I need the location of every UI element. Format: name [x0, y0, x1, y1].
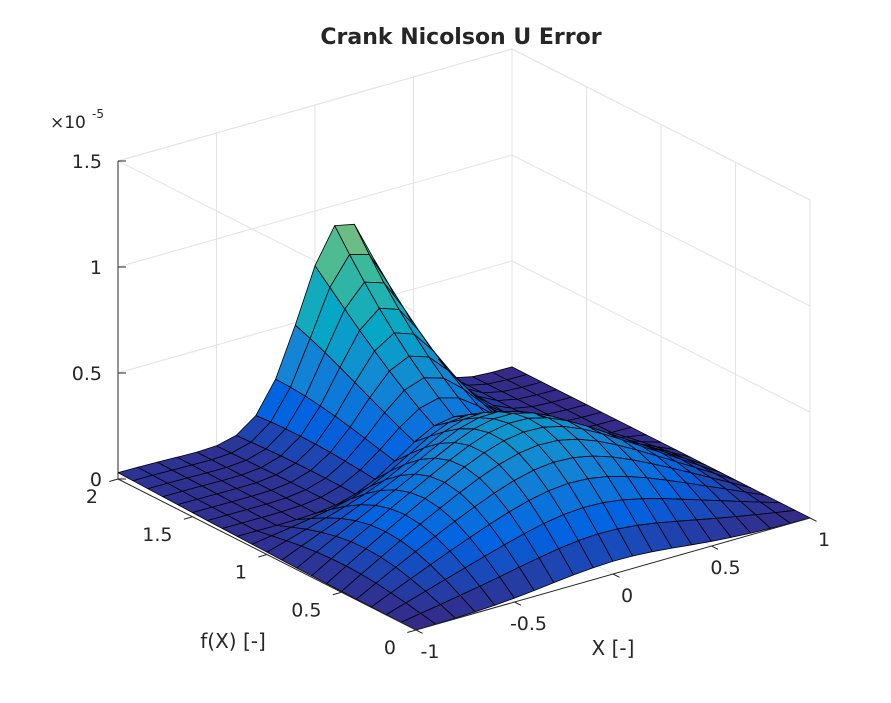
grid-line-z — [117, 260, 811, 413]
y-axis-label: f(X) [-] — [200, 629, 266, 653]
label-layer: Crank Nicolson U Error X [-] f(X) [-] ×1… — [50, 25, 634, 660]
y-tick-label: 0 — [384, 637, 396, 659]
x-tick-mark — [809, 517, 817, 522]
x-tick-label: 1 — [818, 529, 830, 551]
y-tick-mark — [332, 591, 342, 596]
z-tick-label: 0 — [90, 469, 102, 491]
x-tick-mark — [415, 629, 423, 634]
z-exponent-label: ×10 -5 — [50, 107, 104, 133]
x-tick-label: 0 — [621, 585, 633, 607]
z-tick-label: 1.5 — [72, 151, 102, 173]
x-tick-mark — [514, 601, 522, 606]
z-exponent-base: ×10 — [50, 113, 86, 133]
y-tick-label: 0.5 — [291, 599, 321, 621]
x-tick-mark — [711, 545, 719, 550]
x-tick-mark — [612, 573, 620, 578]
grid-line-z — [117, 48, 811, 201]
y-tick-label: 2 — [86, 486, 98, 508]
x-tick-label: 0.5 — [710, 557, 740, 579]
y-tick-label: 1.5 — [142, 524, 172, 546]
y-tick-mark — [407, 629, 417, 633]
x-axis-label: X [-] — [592, 636, 635, 660]
z-exponent-power: -5 — [92, 107, 104, 121]
z-tick-label: 1 — [90, 257, 102, 279]
grid-line-z — [117, 154, 811, 307]
x-tick-label: -0.5 — [510, 613, 547, 635]
surface-mesh — [117, 223, 811, 631]
chart-title: Crank Nicolson U Error — [320, 25, 601, 50]
x-tick-label: -1 — [421, 641, 440, 663]
z-tick-label: 0.5 — [72, 363, 102, 385]
y-tick-label: 1 — [235, 562, 247, 584]
y-tick-mark — [183, 516, 193, 520]
y-tick-mark — [258, 554, 268, 558]
y-tick-mark — [109, 478, 119, 482]
